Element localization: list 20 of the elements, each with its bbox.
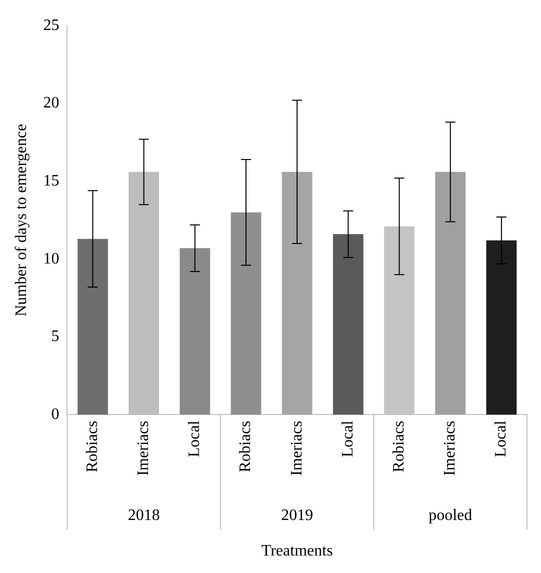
y-axis-title: Number of days to emergence <box>12 124 30 316</box>
text: 2019 <box>281 506 314 524</box>
y-tick-label: 5 <box>51 328 60 346</box>
y-tick-label: 15 <box>43 172 60 190</box>
y-tick-label: 20 <box>43 94 60 112</box>
y-tick-label: 10 <box>43 250 60 268</box>
y-tick-label: 25 <box>43 16 60 34</box>
text: pooled <box>428 506 472 524</box>
x-tick-label: Imeriacs <box>442 420 459 476</box>
x-tick-label: Local <box>339 420 356 458</box>
x-tick-label: Robiacs <box>390 420 408 472</box>
y-tick-label: 0 <box>51 406 60 423</box>
text: 2018 <box>128 506 160 524</box>
x-tick-label: Imeriacs <box>135 420 152 476</box>
x-tick-label: Local <box>492 420 510 458</box>
x-tick-label: Imeriacs <box>288 420 306 476</box>
x-tick-label: Robiacs <box>237 420 254 472</box>
x-tick-label: Robiacs <box>84 420 101 472</box>
x-tick-label: Local <box>186 420 204 458</box>
x-axis-title: Treatments <box>261 542 333 560</box>
